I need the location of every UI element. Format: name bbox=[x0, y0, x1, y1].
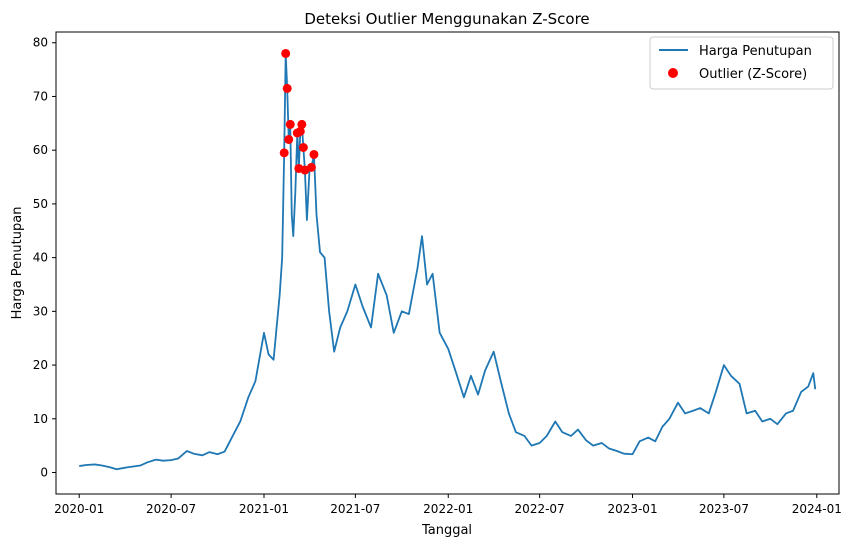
y-tick-label: 70 bbox=[33, 89, 48, 103]
x-tick-label: 2023-07 bbox=[699, 502, 749, 516]
legend-outlier-swatch bbox=[668, 68, 678, 78]
x-tick-label: 2020-01 bbox=[54, 502, 104, 516]
y-tick-label: 20 bbox=[33, 358, 48, 372]
outlier-point bbox=[306, 162, 316, 172]
outlier-point bbox=[295, 126, 305, 136]
y-tick-label: 60 bbox=[33, 143, 48, 157]
outlier-point bbox=[282, 83, 292, 93]
legend-label-outlier: Outlier (Z-Score) bbox=[699, 67, 807, 82]
y-tick-label: 0 bbox=[40, 466, 48, 480]
x-tick-label: 2021-07 bbox=[330, 502, 380, 516]
y-axis-label: Harga Penutupan bbox=[10, 207, 25, 320]
x-tick-label: 2022-07 bbox=[515, 502, 565, 516]
y-tick-label: 40 bbox=[33, 251, 48, 265]
x-tick-label: 2020-07 bbox=[146, 502, 196, 516]
outlier-point bbox=[284, 134, 294, 144]
outlier-point bbox=[298, 143, 308, 152]
x-tick-label: 2023-01 bbox=[607, 502, 657, 516]
outlier-point bbox=[285, 119, 295, 129]
y-tick-label: 80 bbox=[33, 36, 48, 50]
outlier-point bbox=[309, 149, 319, 159]
legend-box bbox=[649, 36, 834, 90]
x-tick-label: 2024-01 bbox=[792, 502, 841, 516]
plot-frame bbox=[55, 31, 840, 495]
outlier-point bbox=[297, 119, 307, 129]
outlier-point bbox=[279, 148, 289, 158]
x-axis: 2020-01 2020-07 2021-01 2021-07 2022-01 2022-… bbox=[54, 494, 841, 516]
price-line-layer bbox=[79, 52, 817, 471]
outlier-points-layer bbox=[279, 48, 319, 175]
price-series-line bbox=[79, 52, 817, 471]
y-tick-label: 10 bbox=[33, 412, 48, 426]
outlier-point bbox=[281, 48, 291, 58]
y-tick-label: 30 bbox=[33, 304, 48, 318]
chart-title: Deteksi Outlier Menggunakan Z-Score bbox=[304, 10, 589, 28]
legend: Harga Penutupan Outlier (Z-Score) bbox=[649, 36, 834, 90]
x-tick-label: 2022-01 bbox=[423, 502, 473, 516]
x-axis-label: Tanggal bbox=[421, 523, 472, 538]
y-tick-label: 50 bbox=[33, 197, 48, 211]
y-axis: 0 10 20 30 40 50 60 70 80 bbox=[33, 36, 56, 480]
legend-label-price: Harga Penutupan bbox=[699, 44, 812, 59]
x-tick-label: 2021-01 bbox=[239, 502, 289, 516]
